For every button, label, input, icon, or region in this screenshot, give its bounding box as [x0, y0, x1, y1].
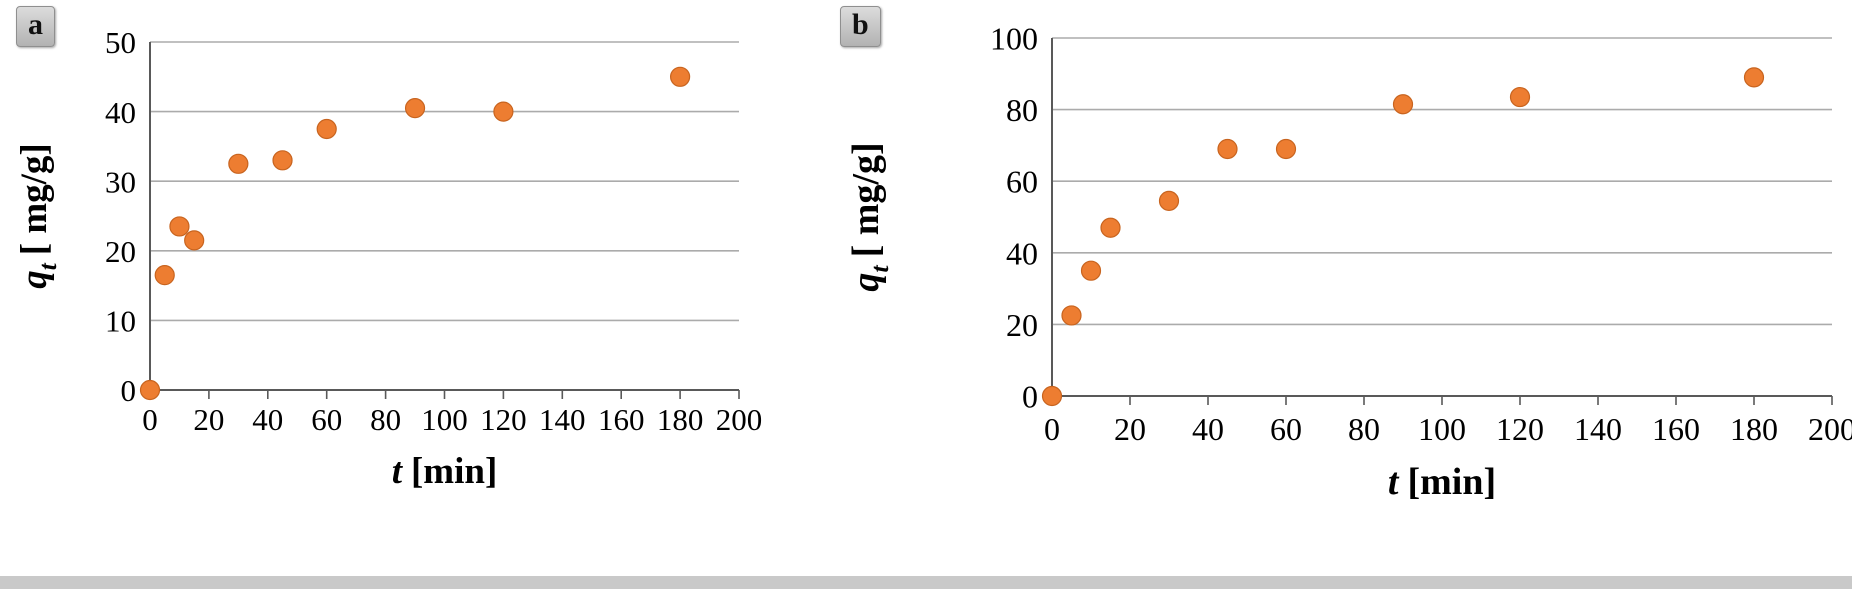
svg-text:120: 120 [480, 402, 527, 437]
svg-text:100: 100 [1418, 411, 1466, 447]
svg-text:t[min]: t [min] [1388, 461, 1496, 503]
svg-text:180: 180 [1730, 411, 1778, 447]
svg-text:0: 0 [142, 402, 158, 437]
chart-a: 0 20 40 60 80 100 120 140 160 180 200 0 10 20 30 40 50 t[… [14, 25, 763, 492]
svg-text:160: 160 [598, 402, 645, 437]
svg-text:60: 60 [1270, 411, 1302, 447]
svg-text:50: 50 [105, 25, 136, 60]
svg-text:40: 40 [1006, 235, 1038, 271]
svg-text:0: 0 [121, 373, 137, 408]
svg-text:80: 80 [1006, 92, 1038, 128]
svg-text:qt[ mg/g]: qt[ mg/g] [14, 143, 62, 289]
svg-text:40: 40 [1192, 411, 1224, 447]
svg-text:200: 200 [1808, 411, 1852, 447]
svg-text:100: 100 [421, 402, 468, 437]
svg-text:160: 160 [1652, 411, 1700, 447]
svg-text:30: 30 [105, 164, 136, 199]
svg-text:0: 0 [1022, 379, 1038, 415]
svg-text:80: 80 [1348, 411, 1380, 447]
bottom-strip [0, 576, 1852, 589]
svg-text:0: 0 [1044, 411, 1060, 447]
chart-b: 0 20 40 60 80 100 120 140 160 180 200 0 20 40 60 80 100 t… [845, 21, 1852, 503]
svg-text:120: 120 [1496, 411, 1544, 447]
panel-b-badge: b [840, 6, 881, 47]
svg-text:140: 140 [539, 402, 586, 437]
svg-text:20: 20 [193, 402, 224, 437]
svg-text:20: 20 [105, 234, 136, 269]
svg-text:20: 20 [1006, 307, 1038, 343]
svg-text:20: 20 [1114, 411, 1146, 447]
svg-text:200: 200 [716, 402, 763, 437]
svg-text:80: 80 [370, 402, 401, 437]
svg-text:60: 60 [311, 402, 342, 437]
svg-text:140: 140 [1574, 411, 1622, 447]
svg-text:10: 10 [105, 304, 136, 339]
svg-text:180: 180 [657, 402, 704, 437]
svg-text:60: 60 [1006, 164, 1038, 200]
panel-b: b 0 20 40 60 80 100 120 140 160 180 200 0 20 40 60 80 10… [840, 0, 1852, 576]
svg-text:qt[ mg/g]: qt[ mg/g] [845, 142, 894, 291]
panel-a-badge: a [16, 6, 55, 47]
panel-a: a 0 20 40 60 80 100 120 140 160 180 200 0 10 20 30 40 50… [0, 0, 840, 576]
svg-text:t[min]: t [min] [392, 451, 498, 492]
svg-text:40: 40 [105, 95, 136, 130]
svg-text:100: 100 [990, 21, 1038, 57]
svg-text:40: 40 [252, 402, 283, 437]
